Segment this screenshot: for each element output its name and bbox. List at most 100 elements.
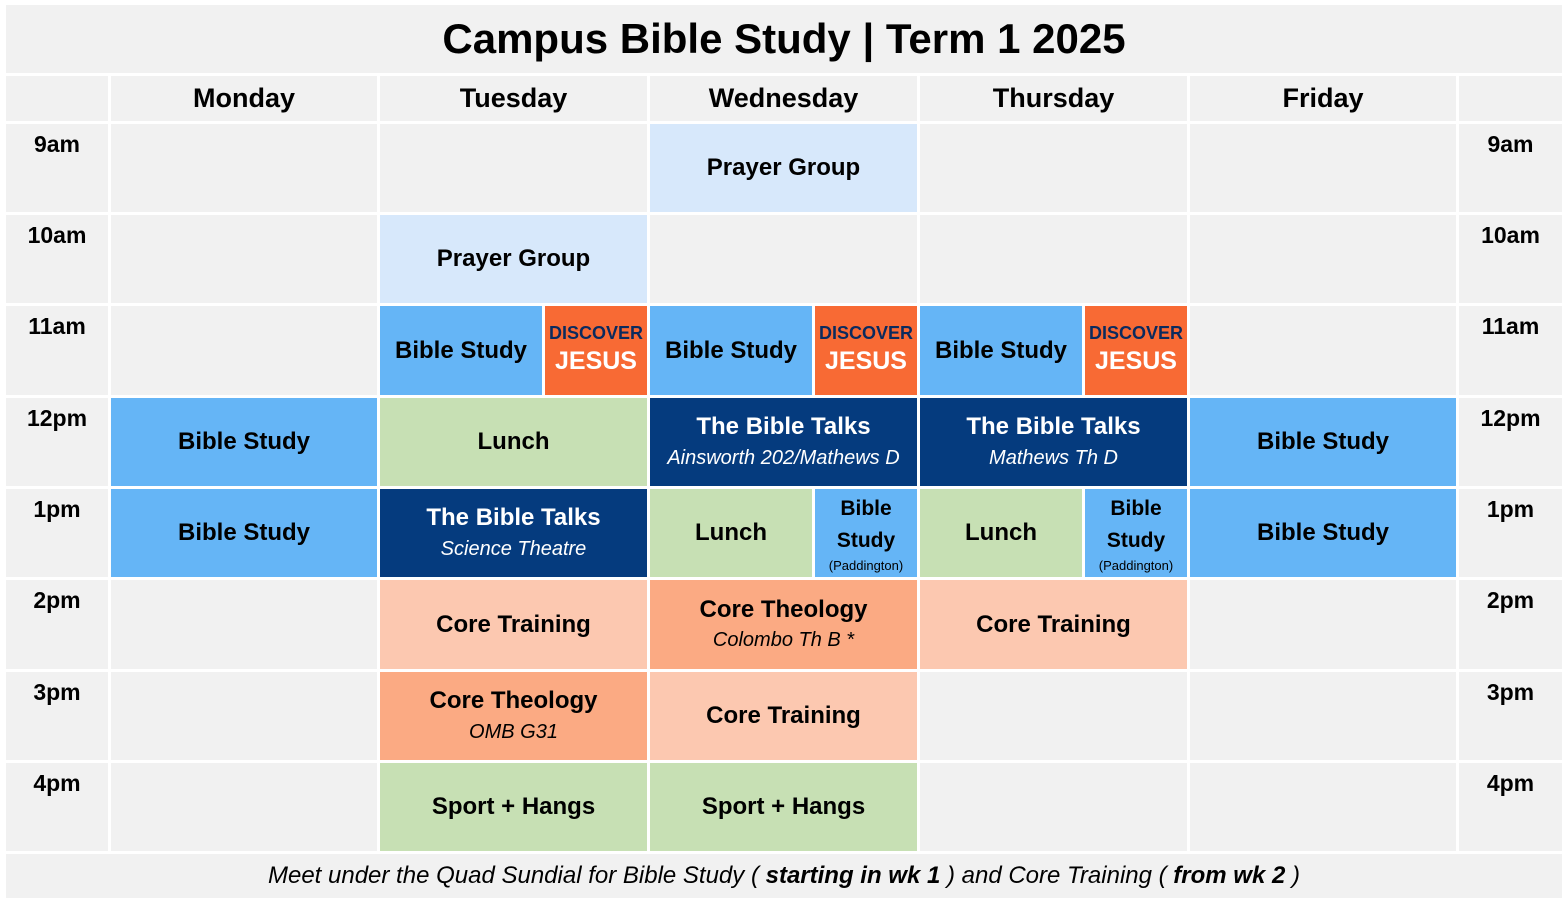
event-title: Bible Study [664, 336, 797, 364]
time-label-left: 10am [6, 215, 108, 303]
time-text: 3pm [1486, 679, 1535, 705]
header-corner-left [6, 76, 108, 121]
empty-slot [111, 672, 377, 760]
event-location: (Paddington) [828, 557, 904, 573]
event-title-line1: Bible [1110, 496, 1162, 520]
event-bible-study: Bible Study [920, 306, 1082, 395]
footer-text: ) [1285, 862, 1300, 889]
time-label-right: 12pm [1459, 398, 1562, 486]
footer-text: ) and Core Training ( [940, 862, 1174, 889]
event-discover-jesus: DISCOVER JESUS [1085, 306, 1187, 395]
event-title: Bible Study [177, 428, 310, 456]
event-location: Science Theatre [440, 537, 587, 560]
empty-slot [380, 124, 647, 212]
event-bible-study: Bible Study [1190, 489, 1456, 577]
empty-slot [1190, 580, 1456, 669]
event-title: Bible Study [1256, 428, 1389, 456]
discover-text: DISCOVER [548, 322, 644, 343]
empty-slot [920, 124, 1187, 212]
jesus-text: JESUS [555, 347, 637, 376]
event-title: Bible Study [934, 336, 1067, 364]
event-location: Mathews Th D [989, 446, 1118, 469]
time-text: 11am [1481, 313, 1540, 339]
footer-text: Meet under the Quad Sundial for Bible St… [267, 862, 766, 889]
event-title: Core Theology [699, 595, 868, 623]
event-bible-study: Bible Study [650, 306, 812, 395]
event-lunch: Lunch [650, 489, 812, 577]
event-title: Core Theology [429, 687, 598, 715]
event-discover-jesus: DISCOVER JESUS [545, 306, 647, 395]
event-title: Sport + Hangs [701, 793, 866, 821]
event-title: Lunch [477, 428, 550, 456]
empty-slot [1190, 306, 1456, 395]
event-title: Core Training [706, 702, 861, 730]
event-title: Core Training [436, 610, 591, 638]
event-discover-jesus: DISCOVER JESUS [815, 306, 917, 395]
time-label-left: 1pm [6, 489, 108, 577]
header-corner-right [1459, 76, 1562, 121]
time-label-left: 4pm [6, 763, 108, 851]
time-text: 1pm [1486, 496, 1535, 522]
empty-slot [111, 580, 377, 669]
event-bible-study-paddington: Bible Study (Paddington) [815, 489, 917, 577]
empty-slot [111, 215, 377, 303]
title-text: Campus Bible Study | Term 1 2025 [442, 15, 1126, 62]
day-label: Tuesday [459, 83, 568, 113]
event-title: Bible Study [394, 336, 527, 364]
event-title: Prayer Group [706, 154, 861, 182]
event-title: Core Training [976, 610, 1131, 638]
time-text: 4pm [33, 770, 81, 796]
discover-text: DISCOVER [1088, 322, 1184, 343]
empty-slot [111, 306, 377, 395]
event-prayer-group: Prayer Group [650, 124, 917, 212]
time-label-left: 3pm [6, 672, 108, 760]
event-title: Bible Study [1256, 519, 1389, 547]
day-label: Friday [1282, 83, 1364, 113]
day-header-thursday: Thursday [920, 76, 1187, 121]
time-label-left: 2pm [6, 580, 108, 669]
day-label: Thursday [992, 83, 1115, 113]
event-bible-talks: The Bible Talks Ainsworth 202/Mathews D [650, 398, 917, 486]
time-label-right: 11am [1459, 306, 1562, 395]
event-bible-talks: The Bible Talks Science Theatre [380, 489, 647, 577]
time-label-right: 1pm [1459, 489, 1562, 577]
event-title: Prayer Group [436, 245, 591, 273]
empty-slot [1190, 124, 1456, 212]
time-text: 12pm [1480, 405, 1541, 431]
empty-slot [1190, 672, 1456, 760]
time-text: 9am [33, 131, 81, 157]
event-location: Colombo Th B * [712, 629, 855, 652]
empty-slot [920, 763, 1187, 851]
empty-slot [111, 763, 377, 851]
time-text: 9am [1487, 131, 1534, 157]
event-core-training: Core Training [650, 672, 917, 760]
event-title: Sport + Hangs [431, 793, 596, 821]
event-core-theology: Core Theology OMB G31 [380, 672, 647, 760]
event-title-line1: Bible [840, 496, 892, 520]
event-lunch: Lunch [920, 489, 1082, 577]
empty-slot [650, 215, 917, 303]
day-header-friday: Friday [1190, 76, 1456, 121]
time-label-left: 11am [6, 306, 108, 395]
event-title: The Bible Talks [426, 504, 601, 532]
event-title: Lunch [695, 519, 767, 547]
event-sport-hangs: Sport + Hangs [650, 763, 917, 851]
event-title: The Bible Talks [696, 413, 871, 441]
time-label-right: 4pm [1459, 763, 1562, 851]
time-text: 2pm [33, 587, 81, 613]
day-header-monday: Monday [111, 76, 377, 121]
event-location: (Paddington) [1098, 557, 1174, 573]
day-header-wednesday: Wednesday [650, 76, 917, 121]
time-text: 3pm [33, 679, 81, 705]
event-title-line2: Study [1106, 529, 1166, 553]
event-title: Bible Study [177, 519, 310, 547]
time-text: 1pm [33, 496, 81, 522]
event-bible-study: Bible Study [111, 398, 377, 486]
event-bible-study-paddington: Bible Study (Paddington) [1085, 489, 1187, 577]
empty-slot [111, 124, 377, 212]
event-prayer-group: Prayer Group [380, 215, 647, 303]
time-label-left: 9am [6, 124, 108, 212]
page-title: Campus Bible Study | Term 1 2025 [6, 5, 1562, 73]
time-text: 4pm [1486, 770, 1535, 796]
event-core-training: Core Training [380, 580, 647, 669]
